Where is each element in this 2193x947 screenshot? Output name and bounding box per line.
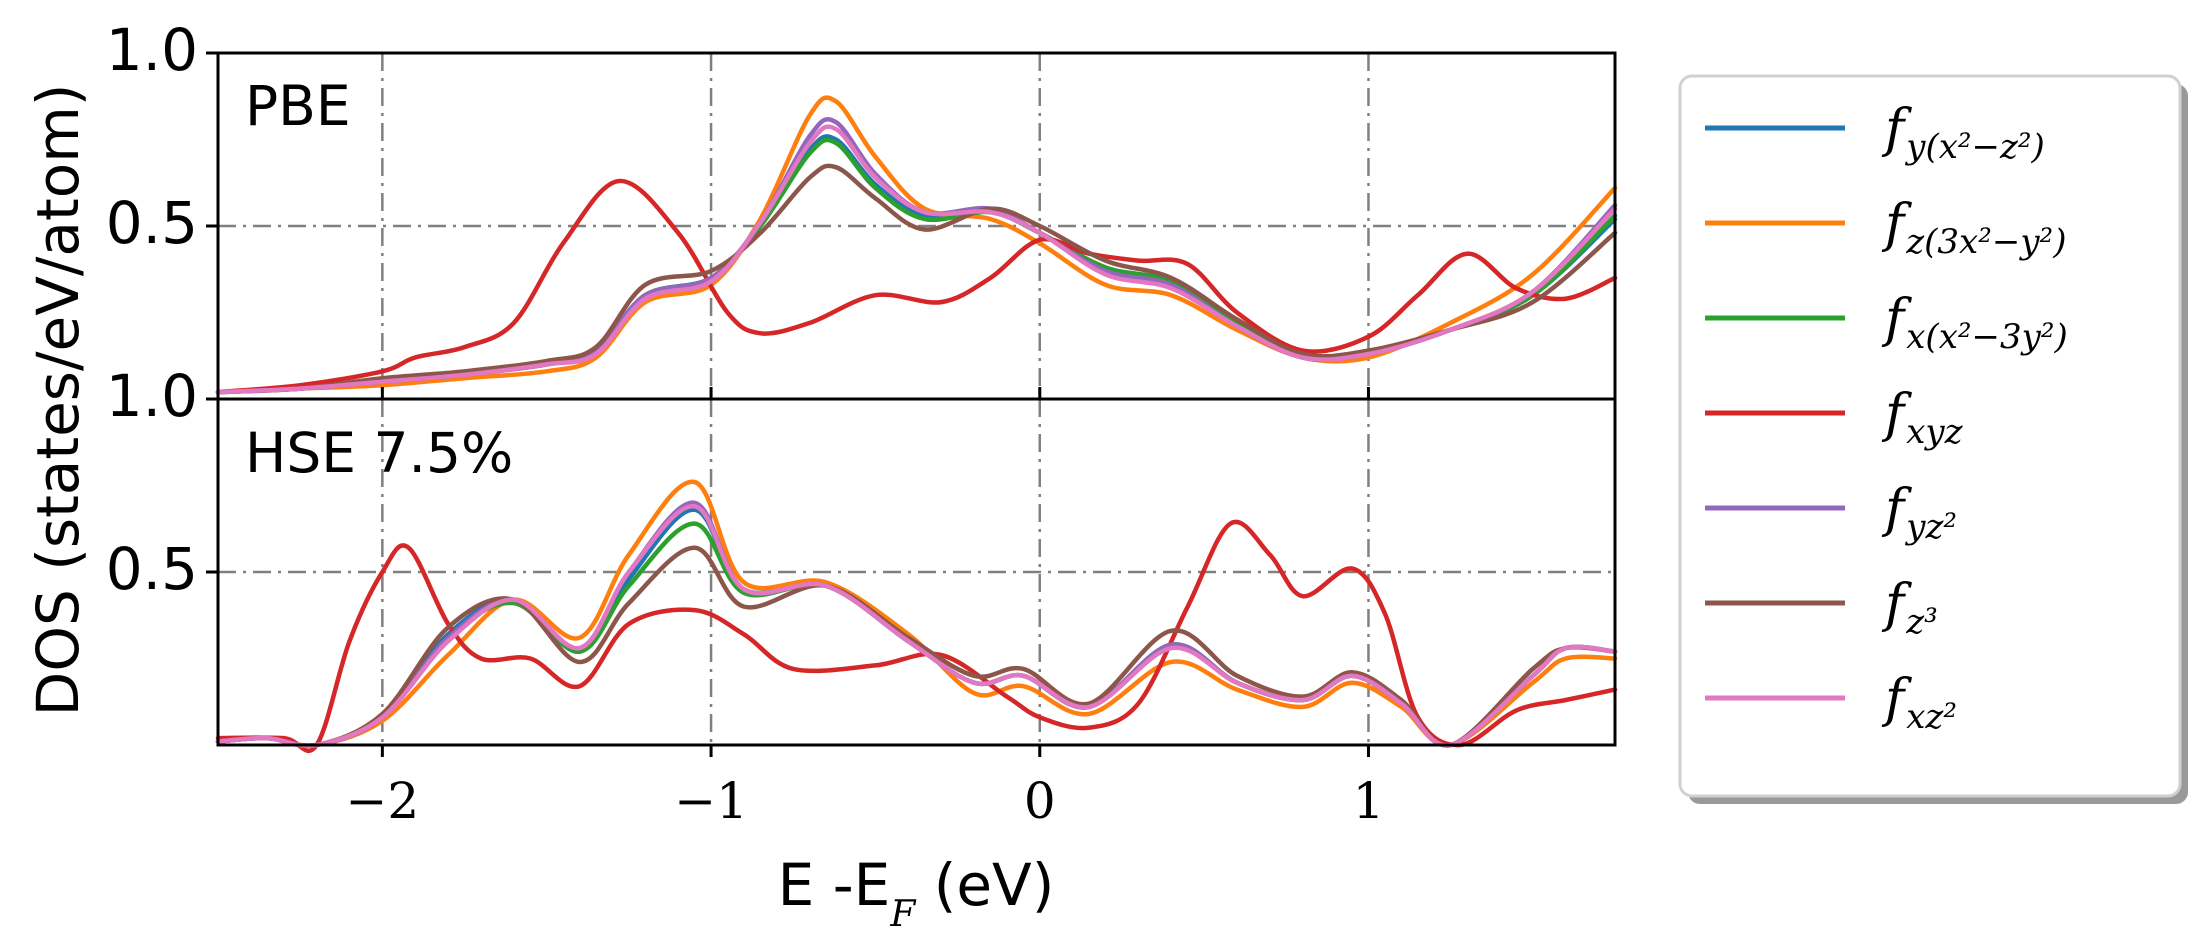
- series-top: [215, 95, 1618, 395]
- legend-items: fy(x²−z²)fz(3x²−y²)fx(x²−3y²)fxyzfyz²fz³…: [1705, 99, 2068, 737]
- series-top-1: [215, 95, 1618, 395]
- legend-label-sub-0: y(x²−z²): [1904, 127, 2045, 167]
- legend-label-sub-3: xyz: [1906, 412, 1963, 452]
- legend-label-6: fxz²: [1881, 669, 1957, 737]
- series-top-6: [215, 124, 1618, 395]
- xticks: −2 −1 0 1: [345, 387, 1384, 830]
- ytick-label-bottom-0: 0.5: [106, 535, 198, 603]
- grid-top: [218, 53, 1615, 399]
- series-top-5: [215, 163, 1618, 395]
- series-bottom-3: [215, 519, 1618, 754]
- legend-label-1: fz(3x²−y²): [1881, 194, 2066, 262]
- panel-pbe: 1.0 0.5 1.0 PBE: [106, 16, 1618, 430]
- panel-hse: 0.5 HSE 7.5%: [106, 397, 1618, 754]
- yticks-bottom: 0.5: [106, 535, 218, 603]
- panel-label-pbe: PBE: [245, 74, 351, 138]
- legend-box: [1678, 74, 2182, 798]
- yticks-top: 1.0 0.5 1.0: [106, 16, 218, 430]
- legend-label-sub-6: xz²: [1906, 697, 1957, 737]
- ytick-label-top-0: 1.0: [106, 362, 198, 430]
- legend-label-sub-4: yz²: [1904, 507, 1957, 547]
- ytick-label-top-2: 1.0: [106, 16, 198, 84]
- x-axis-label: E -EF (eV): [778, 851, 1055, 935]
- series-top-4: [215, 117, 1618, 395]
- ytick-label-top-1: 0.5: [106, 189, 198, 257]
- series-bottom-6: [215, 504, 1618, 748]
- xtick-label-3: 1: [1353, 772, 1385, 830]
- series-bottom: [215, 479, 1618, 754]
- legend-label-sub-1: z(3x²−y²): [1905, 222, 2066, 262]
- y-axis-label: DOS (states/eV/atom): [24, 84, 92, 717]
- panel-label-hse: HSE 7.5%: [245, 421, 513, 485]
- series-top-3: [215, 178, 1618, 395]
- x-axis-label-sub: F: [889, 894, 917, 935]
- legend-label-sub-5: z³: [1905, 602, 1938, 642]
- xtick-label-0: −2: [345, 772, 419, 830]
- xtick-label-2: 0: [1024, 772, 1056, 830]
- series-bottom-1: [215, 479, 1618, 748]
- x-axis-label-main: E -E: [778, 851, 891, 919]
- xtick-label-1: −1: [674, 772, 748, 830]
- series-bottom-5: [215, 545, 1618, 749]
- legend-label-sub-2: x(x²−3y²): [1906, 317, 2067, 357]
- legend: fy(x²−z²)fz(3x²−y²)fx(x²−3y²)fxyzfyz²fz³…: [1678, 74, 2188, 804]
- x-axis-label-tail: (eV): [915, 851, 1054, 919]
